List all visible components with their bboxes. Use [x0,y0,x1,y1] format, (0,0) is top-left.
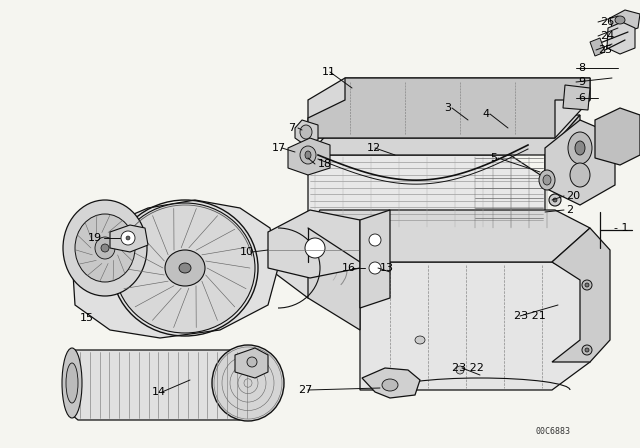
Ellipse shape [582,280,592,290]
Ellipse shape [305,238,325,258]
Polygon shape [308,78,590,138]
Text: 9: 9 [578,77,585,87]
Ellipse shape [585,348,589,352]
Ellipse shape [121,231,135,245]
Ellipse shape [165,250,205,286]
Ellipse shape [585,283,589,287]
Ellipse shape [126,236,130,240]
Polygon shape [308,78,590,138]
Text: 4: 4 [482,109,489,119]
Text: 20: 20 [566,191,580,201]
Ellipse shape [300,146,316,164]
Ellipse shape [62,348,82,418]
Text: 25: 25 [598,45,612,55]
Ellipse shape [369,262,381,274]
Text: 8: 8 [578,63,585,73]
Polygon shape [360,262,590,390]
Polygon shape [545,120,615,205]
Text: 23 21: 23 21 [514,311,546,321]
Polygon shape [362,368,420,398]
Polygon shape [610,10,640,32]
Text: 16: 16 [342,263,356,273]
Ellipse shape [369,234,381,246]
Text: 24: 24 [600,31,614,41]
Ellipse shape [212,345,284,421]
Ellipse shape [101,244,109,252]
Text: 6: 6 [578,93,585,103]
Text: 7: 7 [288,123,295,133]
Ellipse shape [568,132,592,164]
Polygon shape [545,115,580,178]
Text: 5: 5 [490,153,497,163]
Polygon shape [308,155,545,228]
Polygon shape [595,108,640,165]
Ellipse shape [415,336,425,344]
Text: 19: 19 [88,233,102,243]
Polygon shape [607,22,635,54]
Polygon shape [308,210,590,262]
Text: 18: 18 [318,159,332,169]
Ellipse shape [247,357,257,367]
Ellipse shape [382,379,398,391]
Text: 27: 27 [298,385,312,395]
Ellipse shape [456,366,464,374]
Ellipse shape [549,194,561,206]
Ellipse shape [66,363,78,403]
Ellipse shape [95,237,115,259]
Ellipse shape [305,151,311,159]
Ellipse shape [575,141,585,155]
Ellipse shape [539,170,555,190]
Text: 23 22: 23 22 [452,363,484,373]
Ellipse shape [179,263,191,273]
Text: 15: 15 [80,313,94,323]
Ellipse shape [615,16,625,24]
Text: 26: 26 [600,17,614,27]
Polygon shape [590,38,605,56]
Polygon shape [268,210,360,278]
Ellipse shape [543,175,551,185]
Ellipse shape [63,200,147,296]
Polygon shape [552,228,610,362]
Polygon shape [563,85,590,110]
Polygon shape [288,138,330,175]
Text: 12: 12 [367,143,381,153]
Text: 3: 3 [444,103,451,113]
Text: 00C6883: 00C6883 [535,427,570,436]
Text: 17: 17 [272,143,286,153]
Polygon shape [308,115,580,155]
Text: 10: 10 [240,247,254,257]
Text: 13: 13 [380,263,394,273]
Ellipse shape [553,198,557,202]
Ellipse shape [582,345,592,355]
Text: 11: 11 [322,67,336,77]
Ellipse shape [570,163,590,187]
Text: - 1: - 1 [614,223,628,233]
Polygon shape [110,225,148,252]
Polygon shape [308,228,360,330]
Ellipse shape [115,203,255,333]
Ellipse shape [75,214,135,282]
Text: 2: 2 [566,205,573,215]
Polygon shape [360,210,390,308]
Polygon shape [235,348,268,378]
Polygon shape [295,120,318,143]
Polygon shape [268,228,360,308]
Text: 14: 14 [152,387,166,397]
Polygon shape [72,350,248,420]
Ellipse shape [300,125,312,139]
Polygon shape [72,200,278,338]
